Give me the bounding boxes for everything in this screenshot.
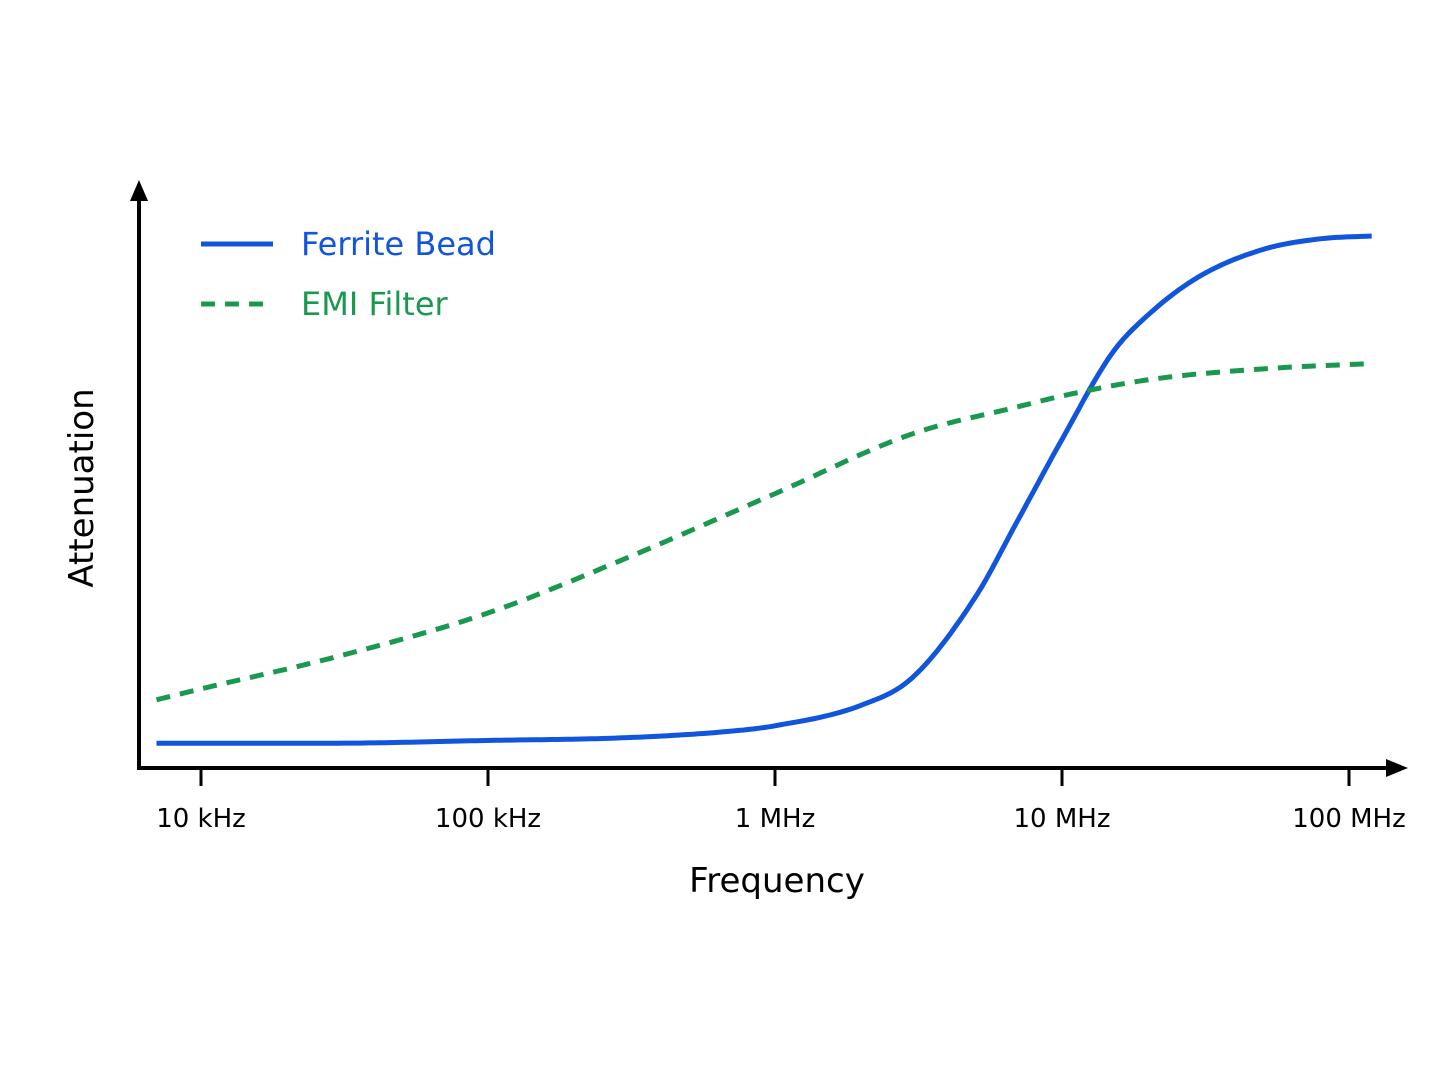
legend-label-emi-filter: EMI Filter xyxy=(301,285,449,323)
series-line-emi-filter xyxy=(155,361,1372,703)
series-layer xyxy=(155,233,1372,746)
legend-label-ferrite-bead: Ferrite Bead xyxy=(301,225,496,263)
x-ticks: 10 kHz 100 kHz 1 MHz 10 MHz 100 MHz xyxy=(156,768,1406,834)
x-axis-arrow xyxy=(1386,759,1408,777)
x-tick-label: 100 kHz xyxy=(435,804,541,834)
x-tick-label: 1 MHz xyxy=(735,804,815,834)
y-axis-title: Attenuation xyxy=(62,388,102,587)
x-axis-title: Frequency xyxy=(689,861,865,901)
legend: Ferrite Bead EMI Filter xyxy=(201,225,496,323)
series-line-ferrite-bead xyxy=(156,233,1372,746)
y-axis-arrow xyxy=(130,180,148,201)
x-tick-label: 10 MHz xyxy=(1014,804,1111,834)
x-tick-label: 10 kHz xyxy=(156,804,246,834)
x-tick-label: 100 MHz xyxy=(1292,804,1406,834)
